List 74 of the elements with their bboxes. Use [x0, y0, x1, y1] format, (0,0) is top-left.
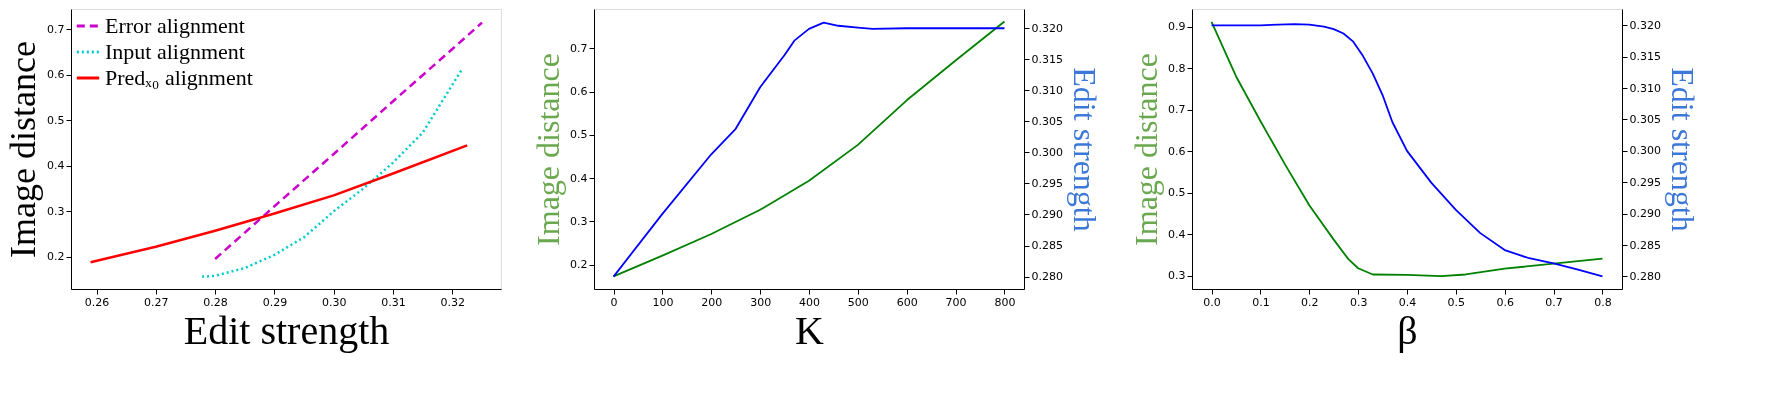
y2-tick-label: 0.315	[1031, 52, 1063, 66]
y-tick-label: 0.6	[570, 85, 588, 99]
y2-axis-title: Edit strength	[1664, 67, 1701, 232]
x-tick-label: 0.5	[1447, 295, 1466, 309]
x-tick-label: 0.29	[262, 295, 288, 309]
y-tick-label: 0.4	[570, 171, 588, 185]
legend-label: Input alignment	[105, 39, 245, 64]
y-tick-label: 0.6	[47, 68, 65, 82]
y-axis-title: Image distance	[530, 53, 567, 246]
x-tick-label: 300	[750, 295, 772, 309]
y2-tick-label: 0.305	[1629, 112, 1661, 126]
y2-tick-label: 0.310	[1629, 81, 1661, 95]
x-tick-label: 0.6	[1496, 295, 1514, 309]
x-tick-label: 0.4	[1398, 295, 1417, 309]
y2-tick-label: 0.290	[1031, 208, 1063, 221]
y-tick-label: 0.2	[47, 250, 65, 264]
x-tick-label: 0.0	[1203, 295, 1221, 309]
x-tick-label: 0.3	[1349, 295, 1368, 309]
y-tick-label: 0.7	[47, 22, 65, 36]
x-axis-title: Edit strength	[183, 307, 390, 353]
y2-tick-label: 0.300	[1629, 144, 1661, 158]
x-tick-label: 0.8	[1594, 295, 1612, 309]
y-tick-label: 0.4	[47, 159, 65, 173]
line-series	[89, 144, 469, 264]
legend-label: Predₓ₀ alignment	[105, 65, 253, 90]
y2-tick-label: 0.290	[1629, 207, 1661, 221]
y-axis-title: Image distance	[3, 41, 44, 258]
legend-label: Error alignment	[105, 13, 245, 38]
y2-tick-label: 0.300	[1031, 145, 1063, 159]
y-tick-label: 0.5	[1168, 186, 1186, 200]
y2-tick-label: 0.295	[1629, 175, 1661, 189]
y2-tick-label: 0.320	[1031, 21, 1063, 35]
x-tick-label: 0	[610, 295, 618, 309]
x-tick-label: 0.26	[84, 295, 110, 309]
y2-tick-label: 0.305	[1031, 114, 1063, 128]
y2-tick-label: 0.315	[1629, 50, 1661, 64]
y2-tick-label: 0.320	[1629, 18, 1661, 32]
x-tick-label: 500	[847, 295, 869, 309]
x-tick-label: 400	[799, 295, 820, 309]
y2-tick-label: 0.285	[1629, 238, 1661, 252]
y-tick-label: 0.4	[1168, 227, 1186, 241]
x-tick-label: 0.31	[381, 295, 406, 309]
y-tick-label: 0.6	[1168, 144, 1186, 158]
x-tick-label: 0.27	[144, 295, 169, 309]
x-tick-label: 800	[994, 295, 1016, 309]
x-tick-label: 700	[945, 295, 967, 309]
x-tick-label: 0.28	[203, 295, 228, 309]
y-tick-label: 0.5	[570, 128, 588, 142]
y-tick-label: 0.3	[47, 204, 65, 218]
y2-tick-label: 0.295	[1031, 176, 1063, 190]
y-tick-label: 0.2	[570, 258, 588, 272]
y-tick-label: 0.3	[570, 214, 588, 228]
y2-tick-label: 0.280	[1031, 270, 1063, 284]
y-tick-label: 0.5	[47, 113, 65, 127]
x-tick-label: 600	[896, 295, 918, 309]
y2-tick-label: 0.280	[1629, 269, 1661, 283]
x-tick-label: 200	[701, 295, 723, 309]
x-axis-title: K	[795, 307, 825, 353]
y2-tick-label: 0.310	[1031, 83, 1063, 97]
x-tick-label: 0.2	[1301, 295, 1319, 309]
x-tick-label: 0.30	[321, 295, 347, 309]
y2-axis-title: Edit strength	[1066, 67, 1103, 232]
y-tick-label: 0.8	[1168, 61, 1186, 75]
x-tick-label: 0.7	[1545, 295, 1563, 309]
y-axis-title: Image distance	[1128, 53, 1165, 246]
y-tick-label: 0.3	[1168, 269, 1186, 283]
y2-tick-label: 0.285	[1031, 239, 1063, 253]
x-axis-title: β	[1397, 307, 1418, 353]
y-tick-label: 0.7	[1168, 103, 1186, 117]
x-tick-label: 100	[652, 295, 674, 309]
y-tick-label: 0.7	[570, 41, 588, 55]
x-tick-label: 0.32	[440, 295, 466, 309]
x-tick-label: 0.1	[1252, 295, 1270, 309]
y-tick-label: 0.9	[1168, 20, 1186, 34]
